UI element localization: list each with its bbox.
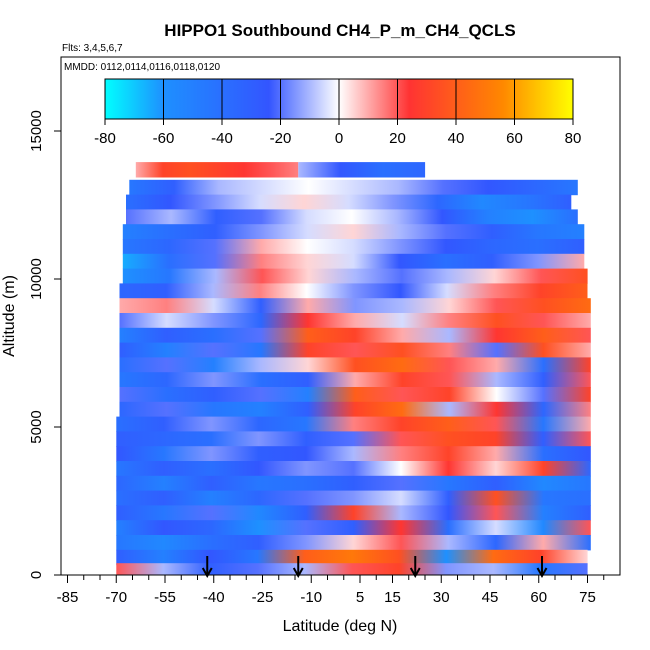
- heatmap-band: [122, 253, 585, 270]
- y-tick-label: 10000: [28, 258, 45, 300]
- x-tick-label: -85: [57, 589, 79, 606]
- y-tick-label: 15000: [28, 110, 45, 152]
- colorbar-tick-label: 40: [448, 130, 465, 147]
- heatmap-band: [116, 461, 591, 477]
- x-axis: -85 -70 -55 -40 -25 -10 5 15 30 45 60 75: [57, 574, 605, 606]
- y-axis: 0 5000 10000 15000: [28, 110, 62, 579]
- x-tick-label: 30: [433, 589, 450, 606]
- heatmap-band: [126, 194, 572, 210]
- heatmap-band: [119, 372, 591, 388]
- profile-arrow: [292, 556, 304, 579]
- heatmap-band: [116, 535, 591, 551]
- heatmap-band: [122, 268, 588, 284]
- colorbar-tick-label: 20: [389, 130, 406, 147]
- heatmap-band: [126, 209, 578, 225]
- mmdd-label: MMDD: 0112,0114,0116,0118,0120: [64, 62, 220, 73]
- heatmap-band: [116, 549, 588, 566]
- x-tick-label: -25: [252, 589, 274, 606]
- colorbar-tick-label: -80: [94, 130, 116, 147]
- heatmap-band: [129, 179, 578, 196]
- heatmap-band: [116, 475, 591, 492]
- heatmap-band: [116, 520, 591, 536]
- flights-label: Flts: 3,4,5,6,7: [62, 43, 123, 54]
- heatmap-band: [135, 162, 299, 178]
- y-axis-label: Altitude (m): [1, 275, 18, 357]
- x-tick-label: -10: [300, 589, 322, 606]
- x-tick-label: -55: [154, 589, 176, 606]
- y-tick-label: 0: [28, 571, 45, 579]
- profile-arrow: [536, 556, 548, 579]
- colorbar-tick-label: -40: [211, 130, 233, 147]
- x-tick-label: -70: [105, 589, 127, 606]
- x-tick-label: 60: [530, 589, 547, 606]
- heatmap-band: [119, 283, 588, 299]
- x-tick-label: -40: [203, 589, 225, 606]
- profile-arrow: [409, 556, 421, 579]
- x-tick-label: 5: [356, 589, 364, 606]
- x-tick-label: 45: [482, 589, 499, 606]
- colorbar-tick-label: 0: [335, 130, 343, 147]
- heatmap-band: [116, 446, 591, 462]
- heatmap-band: [119, 387, 591, 403]
- colorbar-tick-label: 80: [565, 130, 582, 147]
- heatmap-band: [119, 327, 591, 344]
- heatmap-band: [116, 490, 591, 506]
- x-axis-label: Latitude (deg N): [283, 618, 398, 635]
- colorbar: -80 -60 -40 -20 0 20 40 60 80: [94, 78, 582, 147]
- heatmap-band: [122, 224, 585, 240]
- y-tick-label: 5000: [28, 410, 45, 443]
- heatmap-band: [119, 401, 591, 418]
- heatmap-band: [119, 313, 591, 329]
- colorbar-tick-label: -60: [153, 130, 175, 147]
- heatmap-band: [116, 416, 591, 432]
- x-tick-label: 15: [384, 589, 401, 606]
- heatmap-bands: [116, 162, 591, 575]
- heatmap-band: [122, 239, 585, 255]
- heatmap-band: [116, 505, 591, 521]
- profile-arrows: [201, 556, 548, 579]
- heatmap-band: [116, 431, 591, 447]
- heatmap-band: [119, 298, 591, 314]
- profile-arrow: [201, 556, 213, 579]
- x-tick-label: 75: [579, 589, 596, 606]
- heatmap-band: [116, 563, 588, 575]
- heatmap-band: [298, 162, 426, 178]
- colorbar-tick-label: 60: [506, 130, 523, 147]
- heatmap-band: [119, 342, 591, 358]
- colorbar-tick-label: -20: [270, 130, 292, 147]
- chart-title: HIPPO1 Southbound CH4_P_m_CH4_QCLS: [164, 21, 515, 40]
- heatmap-band: [119, 357, 591, 373]
